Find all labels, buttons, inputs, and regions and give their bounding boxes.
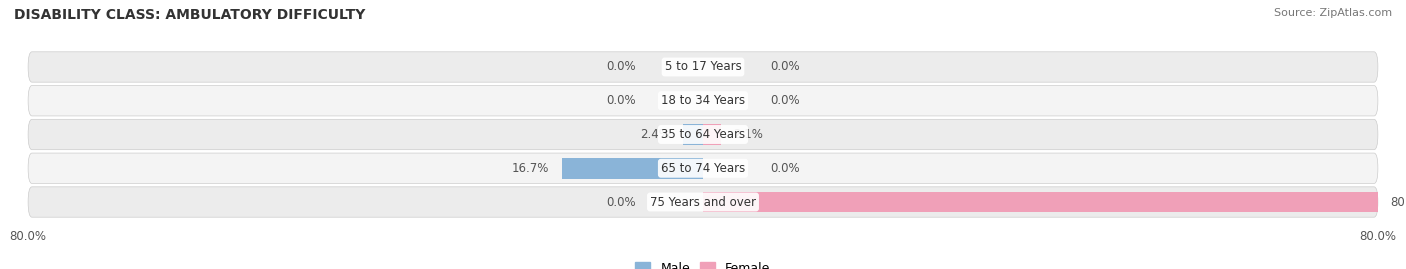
Bar — [562, 158, 703, 179]
Text: 0.0%: 0.0% — [606, 61, 636, 73]
Text: 65 to 74 Years: 65 to 74 Years — [661, 162, 745, 175]
Text: 0.0%: 0.0% — [770, 61, 800, 73]
Text: 5 to 17 Years: 5 to 17 Years — [665, 61, 741, 73]
Text: DISABILITY CLASS: AMBULATORY DIFFICULTY: DISABILITY CLASS: AMBULATORY DIFFICULTY — [14, 8, 366, 22]
Text: 35 to 64 Years: 35 to 64 Years — [661, 128, 745, 141]
Text: 75 Years and over: 75 Years and over — [650, 196, 756, 208]
Text: 16.7%: 16.7% — [512, 162, 550, 175]
Text: 18 to 34 Years: 18 to 34 Years — [661, 94, 745, 107]
FancyBboxPatch shape — [28, 119, 1378, 150]
Text: 2.1%: 2.1% — [734, 128, 763, 141]
Text: 2.4%: 2.4% — [640, 128, 671, 141]
FancyBboxPatch shape — [28, 153, 1378, 183]
FancyBboxPatch shape — [28, 52, 1378, 82]
Bar — [683, 124, 703, 145]
Text: 0.0%: 0.0% — [770, 94, 800, 107]
FancyBboxPatch shape — [28, 187, 1378, 217]
Text: Source: ZipAtlas.com: Source: ZipAtlas.com — [1274, 8, 1392, 18]
FancyBboxPatch shape — [28, 86, 1378, 116]
Text: 80.0%: 80.0% — [1391, 196, 1406, 208]
Bar — [703, 124, 721, 145]
Text: 0.0%: 0.0% — [770, 162, 800, 175]
Text: 0.0%: 0.0% — [606, 94, 636, 107]
Bar — [703, 192, 1378, 213]
Legend: Male, Female: Male, Female — [630, 257, 776, 269]
Text: 0.0%: 0.0% — [606, 196, 636, 208]
